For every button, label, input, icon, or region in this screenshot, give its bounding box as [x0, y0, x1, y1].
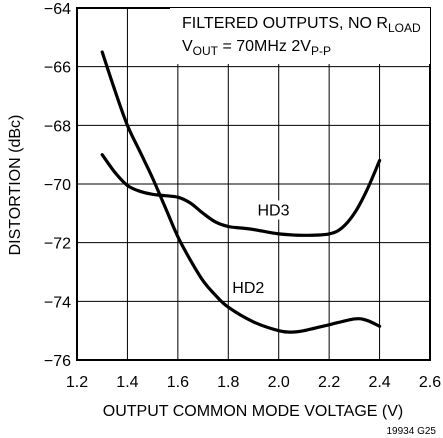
- y-tick-label: −70: [44, 177, 71, 194]
- x-tick-label: 2.0: [268, 374, 290, 391]
- x-tick-label: 2.4: [368, 374, 390, 391]
- annotation-box: [170, 8, 430, 64]
- series-label-hd2: HD2: [232, 280, 264, 297]
- series-label-bg: [255, 200, 294, 220]
- series-layer: HD3 HD2: [100, 50, 382, 334]
- x-axis-label: OUTPUT COMMON MODE VOLTAGE (V): [103, 403, 403, 420]
- figure-id: 19934 G25: [387, 426, 437, 437]
- tick-labels: 1.2 1.4 1.6 1.8 2.0 2.2 2.4 2.6 −64 −66 −68 −70 −72 −…: [44, 1, 441, 391]
- y-tick-label: −76: [44, 353, 71, 370]
- series-line-hd2: [100, 50, 382, 334]
- x-tick-label: 1.8: [217, 374, 239, 391]
- x-tick-label: 1.2: [66, 374, 88, 391]
- y-tick-label: −72: [44, 236, 71, 253]
- y-tick-label: −68: [44, 118, 71, 135]
- series-line-hd3: [100, 153, 382, 237]
- annotation-line1: FILTERED OUTPUTS, NO RLOAD: [182, 15, 421, 35]
- x-tick-label: 2.6: [419, 374, 441, 391]
- grid-lines: [76, 7, 431, 361]
- y-tick-label: −66: [44, 60, 71, 77]
- y-axis-label: DISTORTION (dBc): [7, 115, 24, 256]
- x-tick-label: 1.4: [116, 374, 138, 391]
- series-label-bg: [230, 278, 269, 298]
- y-tick-label: −64: [44, 1, 71, 18]
- series-label-hd3: HD3: [258, 202, 290, 219]
- x-tick-label: 1.6: [167, 374, 189, 391]
- x-tick-label: 2.2: [318, 374, 340, 391]
- annotation-line2: VOUT = 70MHz 2VP-P: [182, 38, 331, 58]
- y-tick-label: −74: [44, 294, 71, 311]
